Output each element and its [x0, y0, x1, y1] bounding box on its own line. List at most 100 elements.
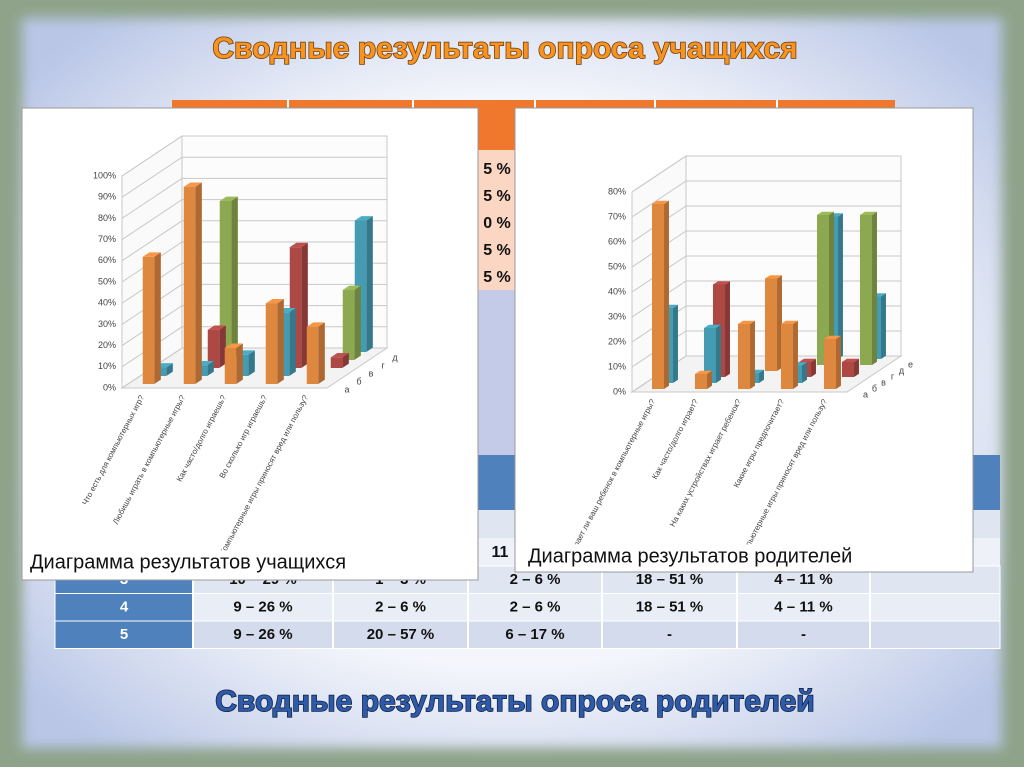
bar-side	[318, 322, 325, 384]
table-row	[54, 620, 1001, 649]
grid-line	[121, 262, 387, 304]
bar	[224, 347, 237, 384]
y-tick-label: 90%	[98, 192, 116, 202]
depth-label: а	[344, 384, 349, 394]
table-cell: 4	[120, 598, 129, 615]
y-tick-label: 10%	[98, 361, 116, 371]
bar-side	[354, 285, 361, 360]
bar-top	[816, 211, 834, 215]
table-fragment: 5 %	[483, 188, 511, 205]
grid-line	[631, 155, 901, 193]
grid-line	[121, 156, 387, 198]
bar-top	[142, 252, 161, 257]
bar-top	[183, 182, 202, 187]
bar-top	[798, 358, 816, 362]
bar-top	[764, 275, 782, 279]
bar-side	[829, 211, 834, 365]
table-cell: 2 – 6 %	[510, 571, 561, 588]
y-tick-label: 70%	[98, 234, 116, 244]
table-cell: 2 – 6 %	[375, 598, 426, 615]
bar-side	[854, 358, 859, 377]
table-fragment: 5 %	[483, 242, 511, 259]
bar	[703, 328, 717, 383]
bar	[207, 329, 220, 368]
row-number-cell	[54, 620, 194, 649]
bar-side	[881, 293, 886, 359]
bar-top	[780, 320, 798, 324]
chart-caption: Диаграмма результатов родителей	[528, 545, 852, 567]
bar-top	[651, 200, 669, 204]
bar	[265, 303, 278, 384]
bar	[816, 215, 830, 365]
bar-side	[716, 324, 721, 383]
table-cell: 5	[120, 626, 128, 643]
depth-label: д	[392, 352, 398, 362]
bar	[737, 324, 751, 389]
chart-caption: Диаграмма результатов учащихся	[30, 551, 346, 573]
bar-top	[330, 353, 349, 358]
y-tick-label: 20%	[98, 340, 116, 350]
bar-top	[712, 281, 730, 285]
bar-side	[154, 252, 161, 384]
grid-line	[121, 177, 387, 219]
bar-top	[224, 343, 243, 348]
y-tick-label: 0%	[613, 386, 626, 396]
table-cell: -	[801, 626, 806, 643]
bar	[694, 374, 708, 389]
bar-side	[811, 358, 816, 377]
y-tick-label: 100%	[93, 170, 116, 180]
bar-top	[219, 196, 238, 201]
bar-top	[265, 299, 284, 304]
table-fragment: 5 %	[483, 269, 511, 286]
grid-line	[631, 205, 901, 243]
bar	[823, 339, 837, 389]
bar-side	[872, 211, 877, 365]
table-fragment: 0 %	[483, 215, 511, 232]
grid-line	[121, 220, 387, 262]
table-fragment: 5 %	[483, 161, 511, 178]
y-tick-label: 60%	[608, 236, 626, 246]
bar	[764, 278, 778, 371]
row-number-cell	[54, 593, 194, 622]
table-cell: 18 – 51 %	[636, 571, 704, 588]
table-cell: 4 – 11 %	[774, 571, 832, 588]
grid-line	[631, 180, 901, 218]
bar	[651, 204, 665, 389]
bar-side	[207, 361, 214, 376]
y-tick-label: 70%	[608, 211, 626, 221]
grid-line	[121, 241, 387, 283]
bar-top	[694, 370, 712, 374]
bar	[859, 215, 873, 365]
y-tick-label: 30%	[608, 311, 626, 321]
y-tick-label: 50%	[98, 276, 116, 286]
bar-side	[277, 299, 284, 384]
bar-side	[759, 369, 764, 383]
table-cell: 18 – 51 %	[636, 598, 704, 615]
bar-top	[342, 285, 361, 291]
table-cell: 9 – 26 %	[233, 598, 292, 615]
bar	[342, 290, 355, 360]
depth-label: г	[381, 360, 385, 370]
y-tick-label: 40%	[98, 298, 116, 308]
depth-label: б	[872, 383, 877, 393]
bar-side	[219, 325, 226, 368]
slide-title: Сводные результаты опроса учащихся	[212, 32, 797, 65]
table-cell: 6 – 17 %	[505, 626, 564, 643]
bar	[183, 186, 196, 384]
depth-label: е	[908, 359, 913, 369]
depth-label: г	[891, 371, 895, 381]
chart: 0%10%20%30%40%50%60%70%80%90%100%Что ест…	[21, 107, 479, 581]
table-cell: -	[667, 626, 672, 643]
grid-line	[121, 305, 387, 347]
y-tick-label: 20%	[608, 336, 626, 346]
table-row	[54, 593, 1001, 622]
bar-side	[248, 350, 255, 376]
y-tick-label: 60%	[98, 255, 116, 265]
bar-side	[301, 242, 308, 368]
bar-top	[859, 211, 877, 215]
depth-label: а	[863, 389, 868, 399]
table-cell: 9 – 26 %	[233, 626, 292, 643]
bar-top	[306, 322, 325, 327]
